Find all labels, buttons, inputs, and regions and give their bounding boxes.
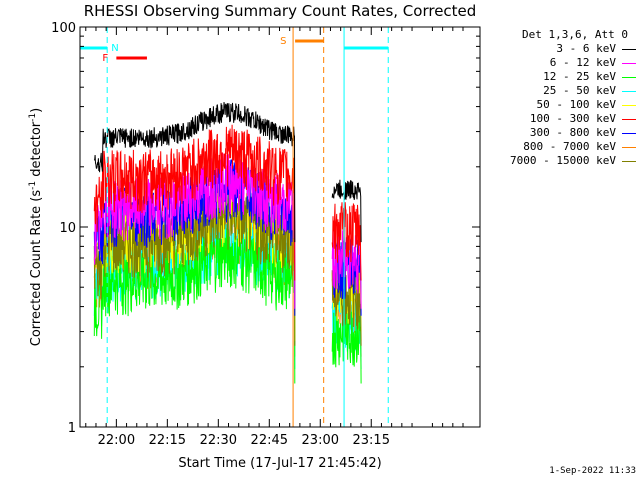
legend-swatch xyxy=(622,146,636,148)
legend-entry-1: 3 - 6 keV xyxy=(480,42,636,56)
legend-swatch xyxy=(622,48,636,50)
x-tick-label-22:30: 22:30 xyxy=(200,433,237,448)
legend-label: 800 - 7000 keV xyxy=(523,140,616,153)
timestamp: 1-Sep-2022 11:33 xyxy=(549,466,636,476)
legend-swatch xyxy=(622,90,636,92)
legend-entry-9: 7000 - 15000 keV xyxy=(480,154,636,168)
legend: Det 1,3,6, Att 0 3 - 6 keV 6 - 12 keV 12 -… xyxy=(480,28,636,168)
y-axis-label-part: detector xyxy=(29,121,44,181)
legend-entry-5: 50 - 100 keV xyxy=(480,98,636,112)
axes-layer: 22:00 22:15 22:30 22:45 23:00 23:15 1 10 100 Star… xyxy=(28,21,481,471)
chart-title: RHESSI Observing Summary Count Rates, Co… xyxy=(83,2,477,20)
x-tick-label-22:15: 22:15 xyxy=(149,433,186,448)
y-tick-label-10: 10 xyxy=(59,221,76,236)
legend-swatch xyxy=(622,118,636,120)
y-tick-label-100: 100 xyxy=(51,21,76,36)
legend-swatch xyxy=(622,104,636,106)
y-axis-label-part: -1 xyxy=(28,181,38,190)
legend-label: 3 - 6 keV xyxy=(556,42,616,55)
legend-swatch xyxy=(622,62,636,64)
legend-swatch xyxy=(622,132,636,134)
series-trace-6 xyxy=(93,124,362,281)
y-axis-label-part: Corrected Count Rate (s xyxy=(29,190,44,347)
legend-label: 12 - 25 keV xyxy=(543,70,616,83)
legend-entry-6: 100 - 300 keV xyxy=(480,112,636,126)
x-tick-label-23:00: 23:00 xyxy=(302,433,339,448)
x-tick-label-23:15: 23:15 xyxy=(353,433,390,448)
legend-swatch xyxy=(622,160,636,162)
saa-label: S xyxy=(280,36,286,47)
legend-title: Det 1,3,6, Att 0 xyxy=(522,28,628,41)
y-axis-label-part: -1 xyxy=(28,113,38,122)
legend-label: 6 - 12 keV xyxy=(549,56,616,69)
x-axis-label: Start Time (17-Jul-17 21:45:42) xyxy=(178,456,381,471)
legend-entry-3: 12 - 25 keV xyxy=(480,70,636,84)
x-tick-label-22:45: 22:45 xyxy=(251,433,288,448)
series-layer xyxy=(93,102,362,384)
legend-entry-7: 300 - 800 keV xyxy=(480,126,636,140)
legend-entry-2: 6 - 12 keV xyxy=(480,56,636,70)
legend-label: 25 - 50 keV xyxy=(543,84,616,97)
night-label-1: N xyxy=(111,43,118,54)
flare-label: F xyxy=(102,53,108,64)
legend-entry-8: 800 - 7000 keV xyxy=(480,140,636,154)
legend-label: 50 - 100 keV xyxy=(536,98,616,111)
legend-swatch xyxy=(622,76,636,78)
y-tick-label-1: 1 xyxy=(68,421,76,436)
legend-label: 100 - 300 keV xyxy=(529,112,616,125)
legend-entry-4: 25 - 50 keV xyxy=(480,84,636,98)
interval-layer: N S F xyxy=(80,27,389,427)
x-tick-label-22:00: 22:00 xyxy=(98,433,135,448)
legend-label: 300 - 800 keV xyxy=(529,126,616,139)
series-trace-1 xyxy=(93,102,362,243)
y-axis-label-part: ) xyxy=(29,108,44,113)
legend-label: 7000 - 15000 keV xyxy=(510,154,616,167)
y-axis-label: Corrected Count Rate (s-1 detector-1) xyxy=(28,108,44,346)
